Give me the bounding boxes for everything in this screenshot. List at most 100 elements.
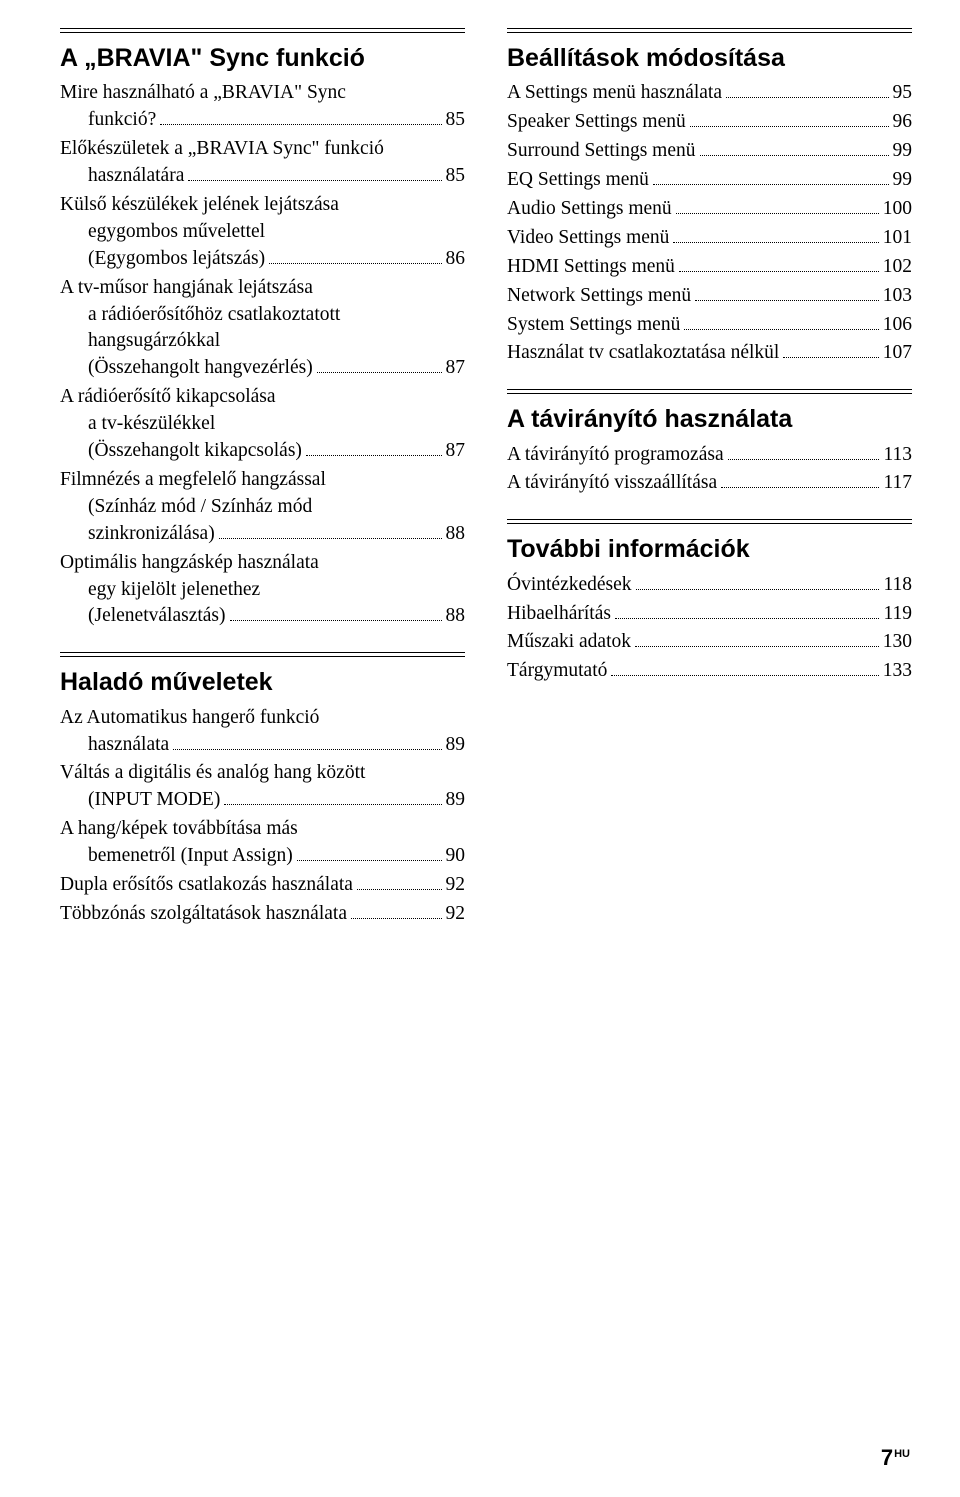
toc-entry-line: Az Automatikus hangerő funkció xyxy=(60,705,465,732)
toc-section: A „BRAVIA" Sync funkcióMire használható … xyxy=(60,28,465,630)
toc-entry-lastline: EQ Settings menü99 xyxy=(507,167,912,194)
toc-page-number: 119 xyxy=(883,601,912,628)
toc-page-number: 92 xyxy=(446,901,466,928)
toc-page-number: 92 xyxy=(446,872,466,899)
toc-page-number: 87 xyxy=(446,355,466,382)
toc-entry-lastline: (Összehangolt hangvezérlés) 87 xyxy=(60,355,465,382)
toc-entry-lastline: A Settings menü használata95 xyxy=(507,80,912,107)
toc-page-number: 118 xyxy=(883,572,912,599)
toc-page-number: 85 xyxy=(446,107,466,134)
toc-entry-label: Hibaelhárítás xyxy=(507,601,611,628)
toc-page-number: 100 xyxy=(883,196,912,223)
toc-entry-label: Audio Settings menü xyxy=(507,196,672,223)
toc-leader xyxy=(700,155,889,156)
toc-entry: Audio Settings menü 100 xyxy=(507,196,912,223)
toc-entry-line: A tv-műsor hangjának lejátszása xyxy=(60,275,465,302)
toc-entry-lastline: funkció? 85 xyxy=(60,107,465,134)
toc-leader xyxy=(684,329,878,330)
toc-entry-label: System Settings menü xyxy=(507,312,680,339)
toc-entry-lastline: System Settings menü 106 xyxy=(507,312,912,339)
toc-leader xyxy=(306,455,442,456)
toc-entry-label: funkció? xyxy=(88,107,156,134)
toc-page-number: 103 xyxy=(883,283,912,310)
section-rule-thin xyxy=(60,656,465,657)
toc-leader xyxy=(173,749,441,750)
section-title: További információk xyxy=(507,534,912,565)
toc-entry: Tárgymutató 133 xyxy=(507,658,912,685)
toc-entry-lastline: Surround Settings menü99 xyxy=(507,138,912,165)
toc-entry-lastline: Audio Settings menü 100 xyxy=(507,196,912,223)
toc-leader xyxy=(297,860,442,861)
toc-entry-lastline: használata89 xyxy=(60,732,465,759)
toc-section: Beállítások módosításaA Settings menü ha… xyxy=(507,28,912,367)
toc-page-number: 117 xyxy=(883,470,912,497)
toc-entry-line: A rádióerősítő kikapcsolása xyxy=(60,384,465,411)
toc-entry-line: (Színház mód / Színház mód xyxy=(60,494,465,521)
toc-page-number: 90 xyxy=(446,843,466,870)
toc-page-number: 96 xyxy=(893,109,913,136)
toc-columns: A „BRAVIA" Sync funkcióMire használható … xyxy=(60,28,912,950)
toc-entry-lastline: Video Settings menü 101 xyxy=(507,225,912,252)
toc-leader xyxy=(269,263,441,264)
section-rule xyxy=(507,28,912,29)
toc-entry-lastline: (Egygombos lejátszás)86 xyxy=(60,246,465,273)
toc-page-number: 130 xyxy=(883,629,912,656)
toc-entry-lastline: Speaker Settings menü 96 xyxy=(507,109,912,136)
toc-page-number: 86 xyxy=(446,246,466,273)
toc-leader xyxy=(679,271,879,272)
toc-entry-lastline: Műszaki adatok130 xyxy=(507,629,912,656)
toc-entry-line: Külső készülékek jelének lejátszása xyxy=(60,192,465,219)
toc-entry-label: EQ Settings menü xyxy=(507,167,649,194)
toc-entry-line: a tv-készülékkel xyxy=(60,411,465,438)
toc-page-number: 89 xyxy=(446,732,466,759)
page-number: 7HU xyxy=(881,1445,910,1471)
toc-leader xyxy=(726,97,889,98)
toc-entry: Használat tv csatlakoztatása nélkül107 xyxy=(507,340,912,367)
toc-page-number: 88 xyxy=(446,521,466,548)
toc-entry-line: a rádióerősítőhöz csatlakoztatott xyxy=(60,302,465,329)
section-title: A „BRAVIA" Sync funkció xyxy=(60,43,465,74)
toc-entry-label: bemenetről (Input Assign) xyxy=(88,843,293,870)
section-rule-thin xyxy=(507,393,912,394)
toc-leader xyxy=(673,242,878,243)
toc-entry: Network Settings menü103 xyxy=(507,283,912,310)
toc-entry-line: egygombos művelettel xyxy=(60,219,465,246)
toc-entry-lastline: (Összehangolt kikapcsolás)87 xyxy=(60,438,465,465)
toc-page-number: 113 xyxy=(883,442,912,469)
toc-page-number: 101 xyxy=(883,225,912,252)
toc-page-number: 133 xyxy=(883,658,912,685)
toc-entry: System Settings menü 106 xyxy=(507,312,912,339)
toc-entry-label: Tárgymutató xyxy=(507,658,607,685)
section-rule xyxy=(507,389,912,390)
toc-leader xyxy=(676,213,879,214)
toc-leader xyxy=(160,124,441,125)
toc-entry-label: Video Settings menü xyxy=(507,225,669,252)
toc-leader xyxy=(721,487,879,488)
toc-entry-lastline: Óvintézkedések 118 xyxy=(507,572,912,599)
section-title: A távirányító használata xyxy=(507,404,912,435)
toc-entry-label: Használat tv csatlakoztatása nélkül xyxy=(507,340,779,367)
toc-entry-label: (Jelenetválasztás) xyxy=(88,603,226,630)
toc-entry-label: HDMI Settings menü xyxy=(507,254,675,281)
toc-entry-label: Óvintézkedések xyxy=(507,572,632,599)
toc-page-number: 95 xyxy=(893,80,913,107)
toc-entry-label: Többzónás szolgáltatások használata xyxy=(60,901,347,928)
toc-entry-lastline: A távirányító programozása113 xyxy=(507,442,912,469)
toc-page-number: 106 xyxy=(883,312,912,339)
toc-entry-line: Előkészületek a „BRAVIA Sync" funkció xyxy=(60,136,465,163)
toc-entry: Váltás a digitális és analóg hang között… xyxy=(60,760,465,814)
toc-leader xyxy=(224,804,441,805)
toc-entry: A távirányító visszaállítása117 xyxy=(507,470,912,497)
toc-entry: Óvintézkedések 118 xyxy=(507,572,912,599)
toc-entry-lastline: szinkronizálása)88 xyxy=(60,521,465,548)
toc-entry-lastline: Hibaelhárítás 119 xyxy=(507,601,912,628)
toc-entry-label: Dupla erősítős csatlakozás használata xyxy=(60,872,353,899)
toc-entry: Filmnézés a megfelelő hangzással(Színház… xyxy=(60,467,465,548)
toc-entry-lastline: bemenetről (Input Assign) 90 xyxy=(60,843,465,870)
toc-entry-label: Speaker Settings menü xyxy=(507,109,686,136)
toc-entry: A távirányító programozása113 xyxy=(507,442,912,469)
section-rule xyxy=(507,519,912,520)
toc-page-number: 85 xyxy=(446,163,466,190)
toc-entry-label: (Összehangolt hangvezérlés) xyxy=(88,355,313,382)
toc-leader xyxy=(611,675,878,676)
